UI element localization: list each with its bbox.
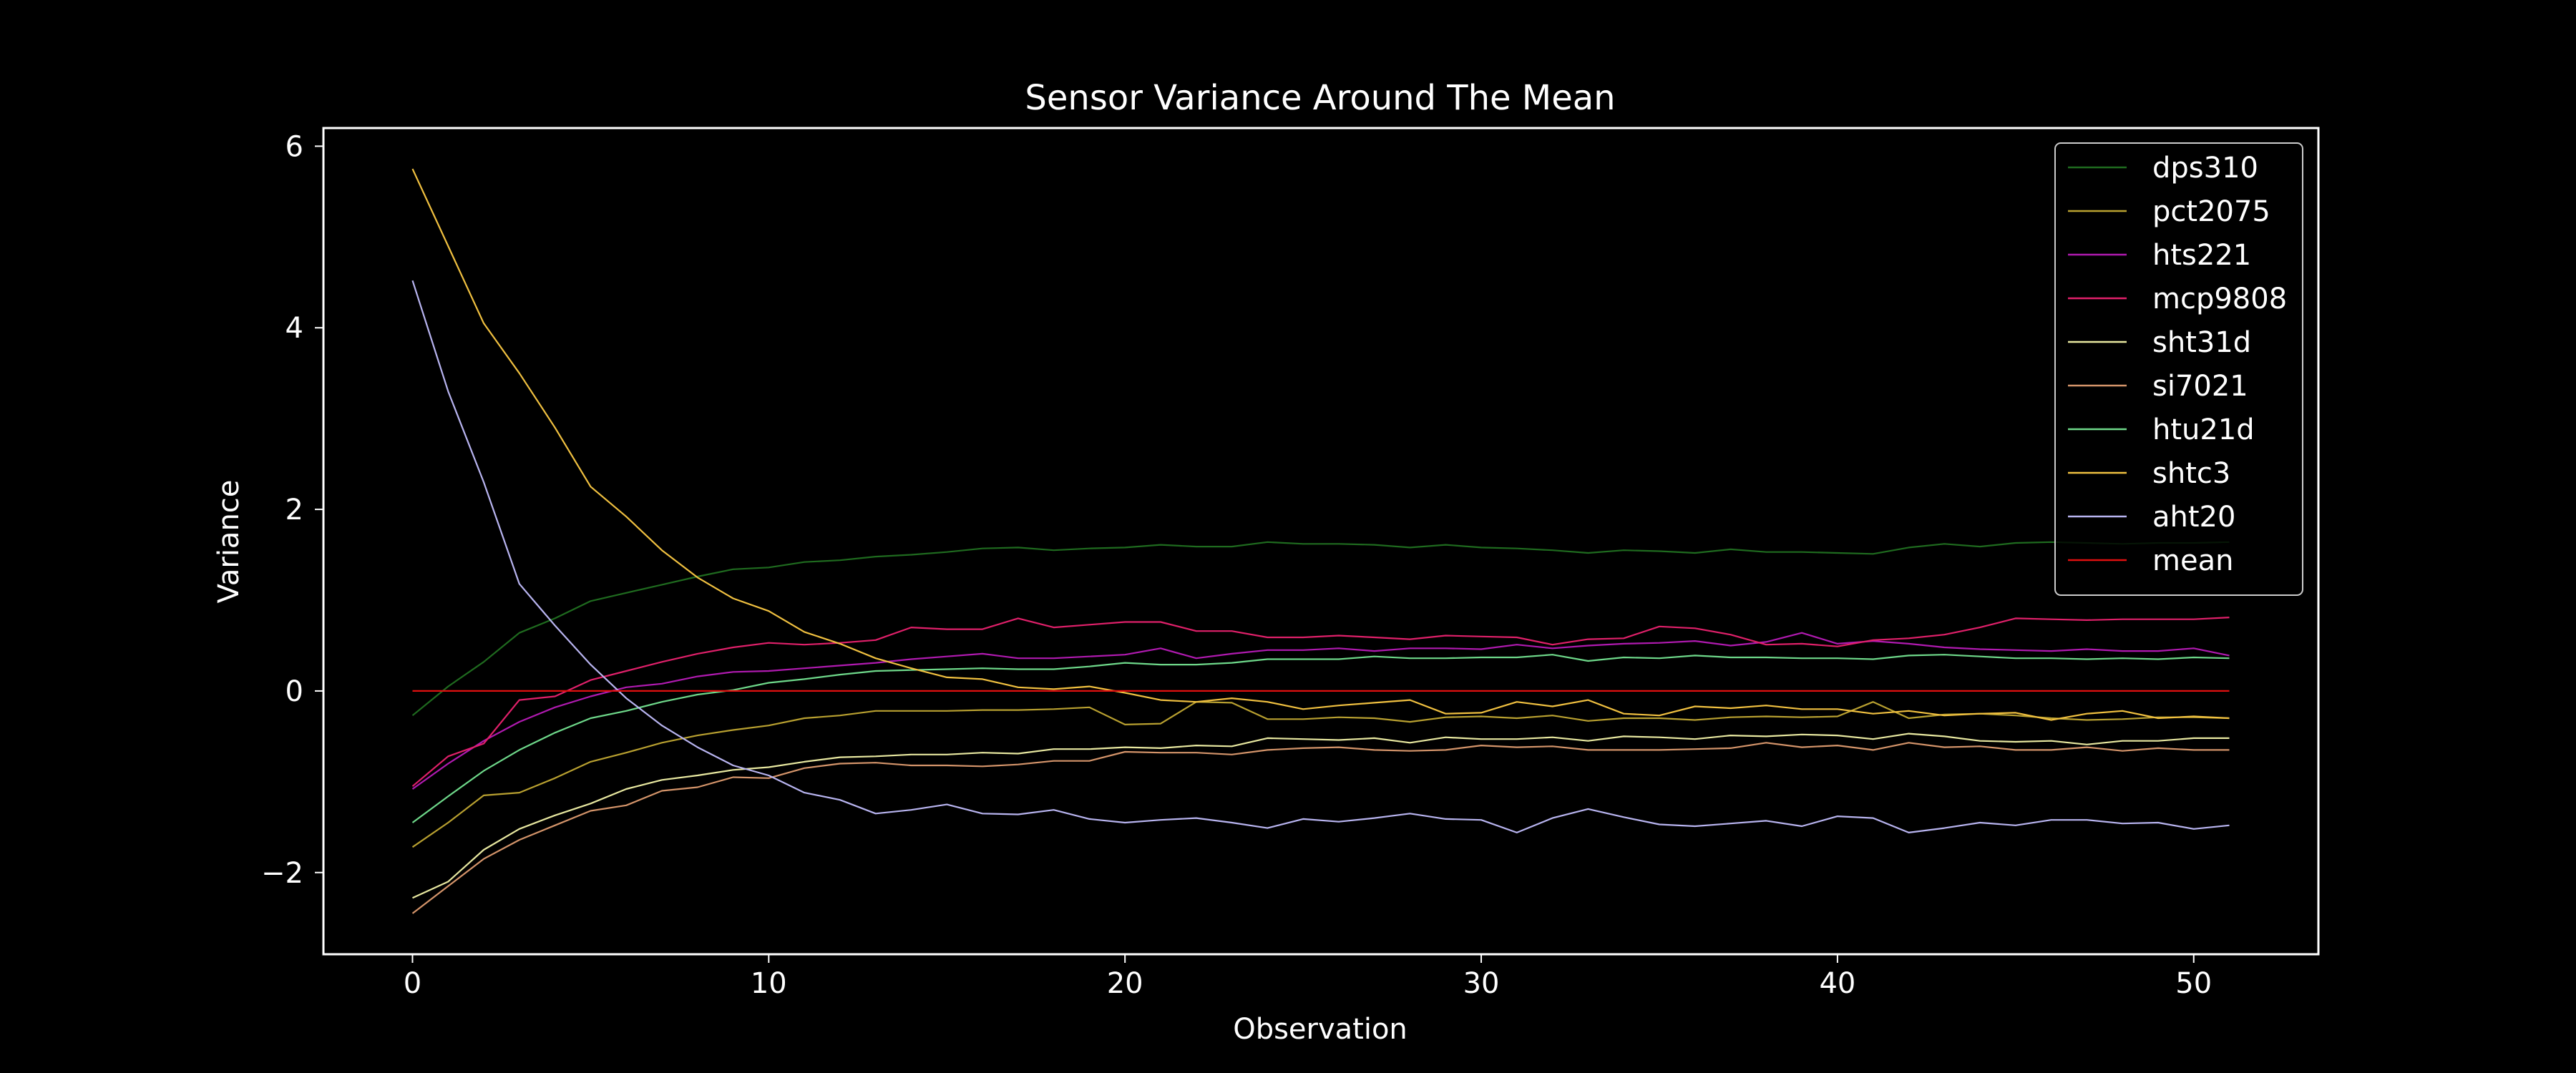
y-tick-label: 4 [286, 312, 303, 345]
chart-title: Sensor Variance Around The Mean [1025, 78, 1615, 118]
legend: dps310 pct2075 hts221 mcp9808 sht31d si7021 ht… [2054, 142, 2303, 596]
legend-label-sht31d: sht31d [2152, 326, 2251, 359]
x-axis: 0 10 20 30 40 50 [404, 954, 2212, 1000]
legend-label-htu21d: htu21d [2152, 413, 2255, 446]
series-line-sht31d [412, 733, 2230, 899]
legend-label-shtc3: shtc3 [2152, 457, 2230, 490]
y-tick-label: −2 [261, 857, 303, 890]
x-tick-label: 0 [404, 967, 421, 1000]
legend-label-mcp9808: mcp9808 [2152, 283, 2287, 315]
x-tick-label: 40 [1819, 967, 1855, 1000]
x-tick-label: 20 [1107, 967, 1143, 1000]
plot-frame [322, 127, 2320, 956]
legend-label-hts221: hts221 [2152, 239, 2251, 272]
series-lines [411, 168, 2230, 914]
x-tick-label: 50 [2175, 967, 2212, 1000]
series-line-htu21d [411, 654, 2230, 823]
series-line-dps310 [411, 541, 2230, 717]
series-line-mcp9808 [411, 617, 2230, 788]
y-tick-label: 2 [286, 494, 303, 526]
legend-label-dps310: dps310 [2152, 152, 2258, 185]
series-line-shtc3 [411, 168, 2230, 721]
series-line-hts221 [411, 632, 2230, 790]
legend-box [2054, 142, 2303, 596]
legend-label-mean: mean [2152, 544, 2233, 577]
legend-label-pct2075: pct2075 [2152, 195, 2270, 228]
y-tick-label: 6 [286, 130, 303, 163]
y-tick-label: 0 [286, 675, 303, 708]
y-axis: −2 0 2 4 6 [261, 130, 323, 890]
series-line-si7021 [411, 742, 2230, 914]
series-line-aht20 [411, 280, 2230, 834]
x-tick-label: 30 [1463, 967, 1500, 1000]
x-axis-title: Observation [1233, 1013, 1407, 1046]
legend-label-si7021: si7021 [2152, 370, 2248, 403]
y-axis-title: Variance [213, 480, 245, 604]
legend-label-aht20: aht20 [2152, 501, 2235, 534]
x-tick-label: 10 [751, 967, 787, 1000]
series-line-pct2075 [411, 701, 2230, 848]
